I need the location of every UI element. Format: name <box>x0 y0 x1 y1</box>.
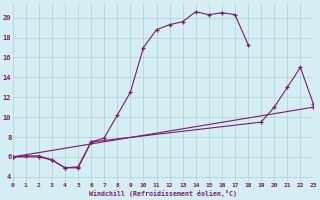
X-axis label: Windchill (Refroidissement éolien,°C): Windchill (Refroidissement éolien,°C) <box>89 190 237 197</box>
